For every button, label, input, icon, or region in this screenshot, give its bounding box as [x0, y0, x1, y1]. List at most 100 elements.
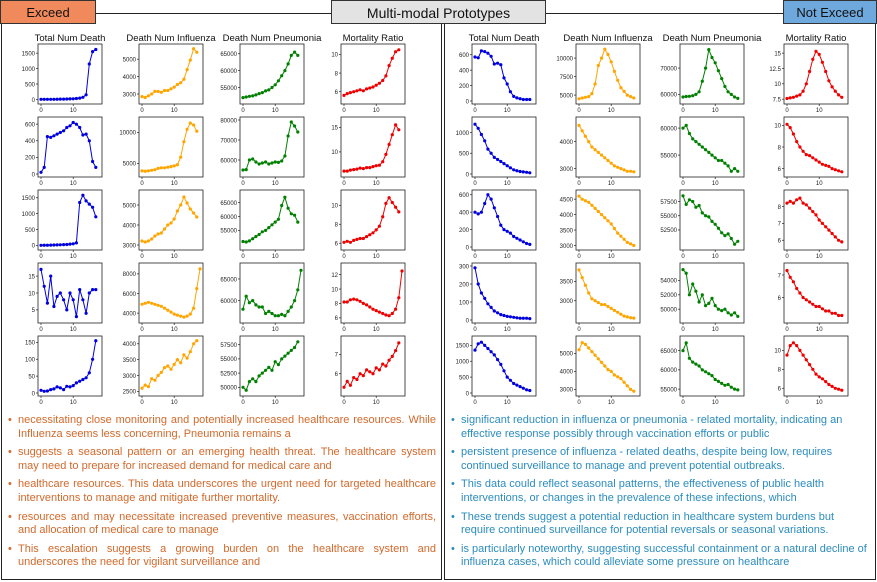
mini-chart: 0 200 400 600 0 10 — [459, 43, 537, 114]
data-point — [830, 311, 834, 315]
x-tick-label: 0 — [342, 181, 346, 187]
data-point — [600, 213, 604, 217]
data-point — [713, 156, 717, 160]
y-tick-label: 3000 — [560, 388, 574, 394]
data-point — [817, 160, 821, 164]
y-tick-label: 15 — [331, 126, 338, 132]
data-point — [697, 203, 701, 208]
data-point — [798, 291, 802, 295]
not-exceed-note: persistent presence of influenza - relat… — [451, 446, 871, 473]
data-point — [704, 66, 708, 70]
y-tick-label: 3000 — [123, 92, 137, 98]
mini-chart: 6 8 10 12 0 10 — [331, 262, 406, 333]
y-tick-label: 3000 — [560, 167, 574, 173]
data-point — [788, 126, 792, 130]
mini-chart: 3000 4000 5000 0 10 — [123, 43, 204, 114]
not-exceed-tag: Not Exceed — [783, 0, 877, 24]
data-point — [716, 69, 721, 73]
data-point — [473, 266, 477, 270]
data-point — [65, 97, 69, 101]
data-point — [603, 47, 607, 51]
mini-chart: 0 500 1000 1500 0 10 — [22, 189, 103, 260]
data-point — [244, 240, 248, 244]
x-tick-label: 10 — [608, 254, 615, 260]
data-point — [616, 78, 620, 82]
data-point — [58, 291, 62, 295]
data-point — [525, 97, 529, 102]
y-tick-label: 6 — [335, 316, 339, 322]
data-point — [804, 298, 808, 302]
column-title: Total Num Death — [469, 33, 540, 44]
y-tick-label: 8 — [335, 302, 339, 308]
data-point — [247, 94, 251, 98]
data-point — [143, 169, 147, 173]
data-point — [687, 131, 692, 136]
series-line — [578, 341, 635, 392]
y-tick-label: 200 — [459, 282, 470, 288]
y-tick-label: 200 — [459, 84, 470, 90]
data-point — [694, 362, 698, 366]
data-point — [795, 140, 799, 144]
mini-chart: 6 7 0 10 — [335, 335, 406, 406]
data-point — [512, 168, 516, 172]
data-point — [394, 349, 398, 353]
data-point — [577, 97, 581, 101]
data-point — [156, 89, 160, 93]
exceed-notes: necessitating close monitoring and poten… — [8, 414, 436, 575]
column-title: Death Num Influenza — [126, 33, 216, 44]
data-point — [185, 201, 189, 205]
data-point — [280, 203, 284, 208]
data-point — [175, 358, 179, 362]
data-point — [94, 339, 98, 343]
data-point — [808, 300, 812, 304]
x-tick-label: 10 — [373, 254, 380, 260]
data-point — [720, 231, 724, 235]
y-tick-label: 52500 — [220, 371, 237, 377]
data-point — [264, 311, 268, 316]
data-point — [188, 207, 192, 211]
data-point — [583, 199, 588, 203]
data-point — [726, 164, 730, 168]
data-point — [81, 133, 85, 137]
data-point — [368, 166, 372, 170]
data-point — [94, 165, 98, 169]
y-tick-label: 65000 — [220, 52, 237, 58]
data-point — [814, 372, 818, 376]
data-point — [49, 97, 53, 101]
data-point — [691, 94, 695, 98]
data-point — [518, 316, 522, 320]
x-tick-label: 0 — [241, 327, 245, 333]
mini-chart: 0 100 200 300 0 10 — [459, 262, 537, 333]
data-point — [87, 291, 91, 295]
data-point — [342, 240, 346, 244]
y-tick-label: 3000 — [560, 299, 574, 305]
data-point — [577, 194, 581, 198]
data-point — [723, 307, 727, 311]
data-point — [273, 160, 277, 164]
data-point — [188, 58, 192, 62]
x-tick-label: 10 — [608, 181, 615, 187]
data-point — [65, 125, 69, 130]
data-point — [280, 159, 284, 163]
data-point — [267, 309, 271, 313]
data-point — [479, 210, 483, 214]
data-point — [713, 377, 717, 382]
data-point — [616, 165, 620, 169]
data-point — [179, 203, 183, 207]
data-point — [39, 97, 43, 101]
data-point — [377, 163, 381, 167]
data-point — [55, 97, 59, 101]
data-point — [276, 79, 280, 83]
data-point — [172, 362, 176, 366]
data-point — [169, 165, 173, 169]
y-tick-label: 10 — [331, 204, 338, 210]
data-point — [612, 308, 617, 312]
data-point — [384, 201, 388, 205]
data-point — [87, 62, 91, 66]
y-tick-label: 5000 — [123, 203, 137, 209]
data-point — [720, 381, 724, 385]
data-point — [78, 288, 82, 292]
column-title: Mortality Ratio — [786, 33, 847, 44]
mini-chart: 3000 4000 0 10 — [560, 116, 641, 187]
data-point — [694, 92, 698, 96]
